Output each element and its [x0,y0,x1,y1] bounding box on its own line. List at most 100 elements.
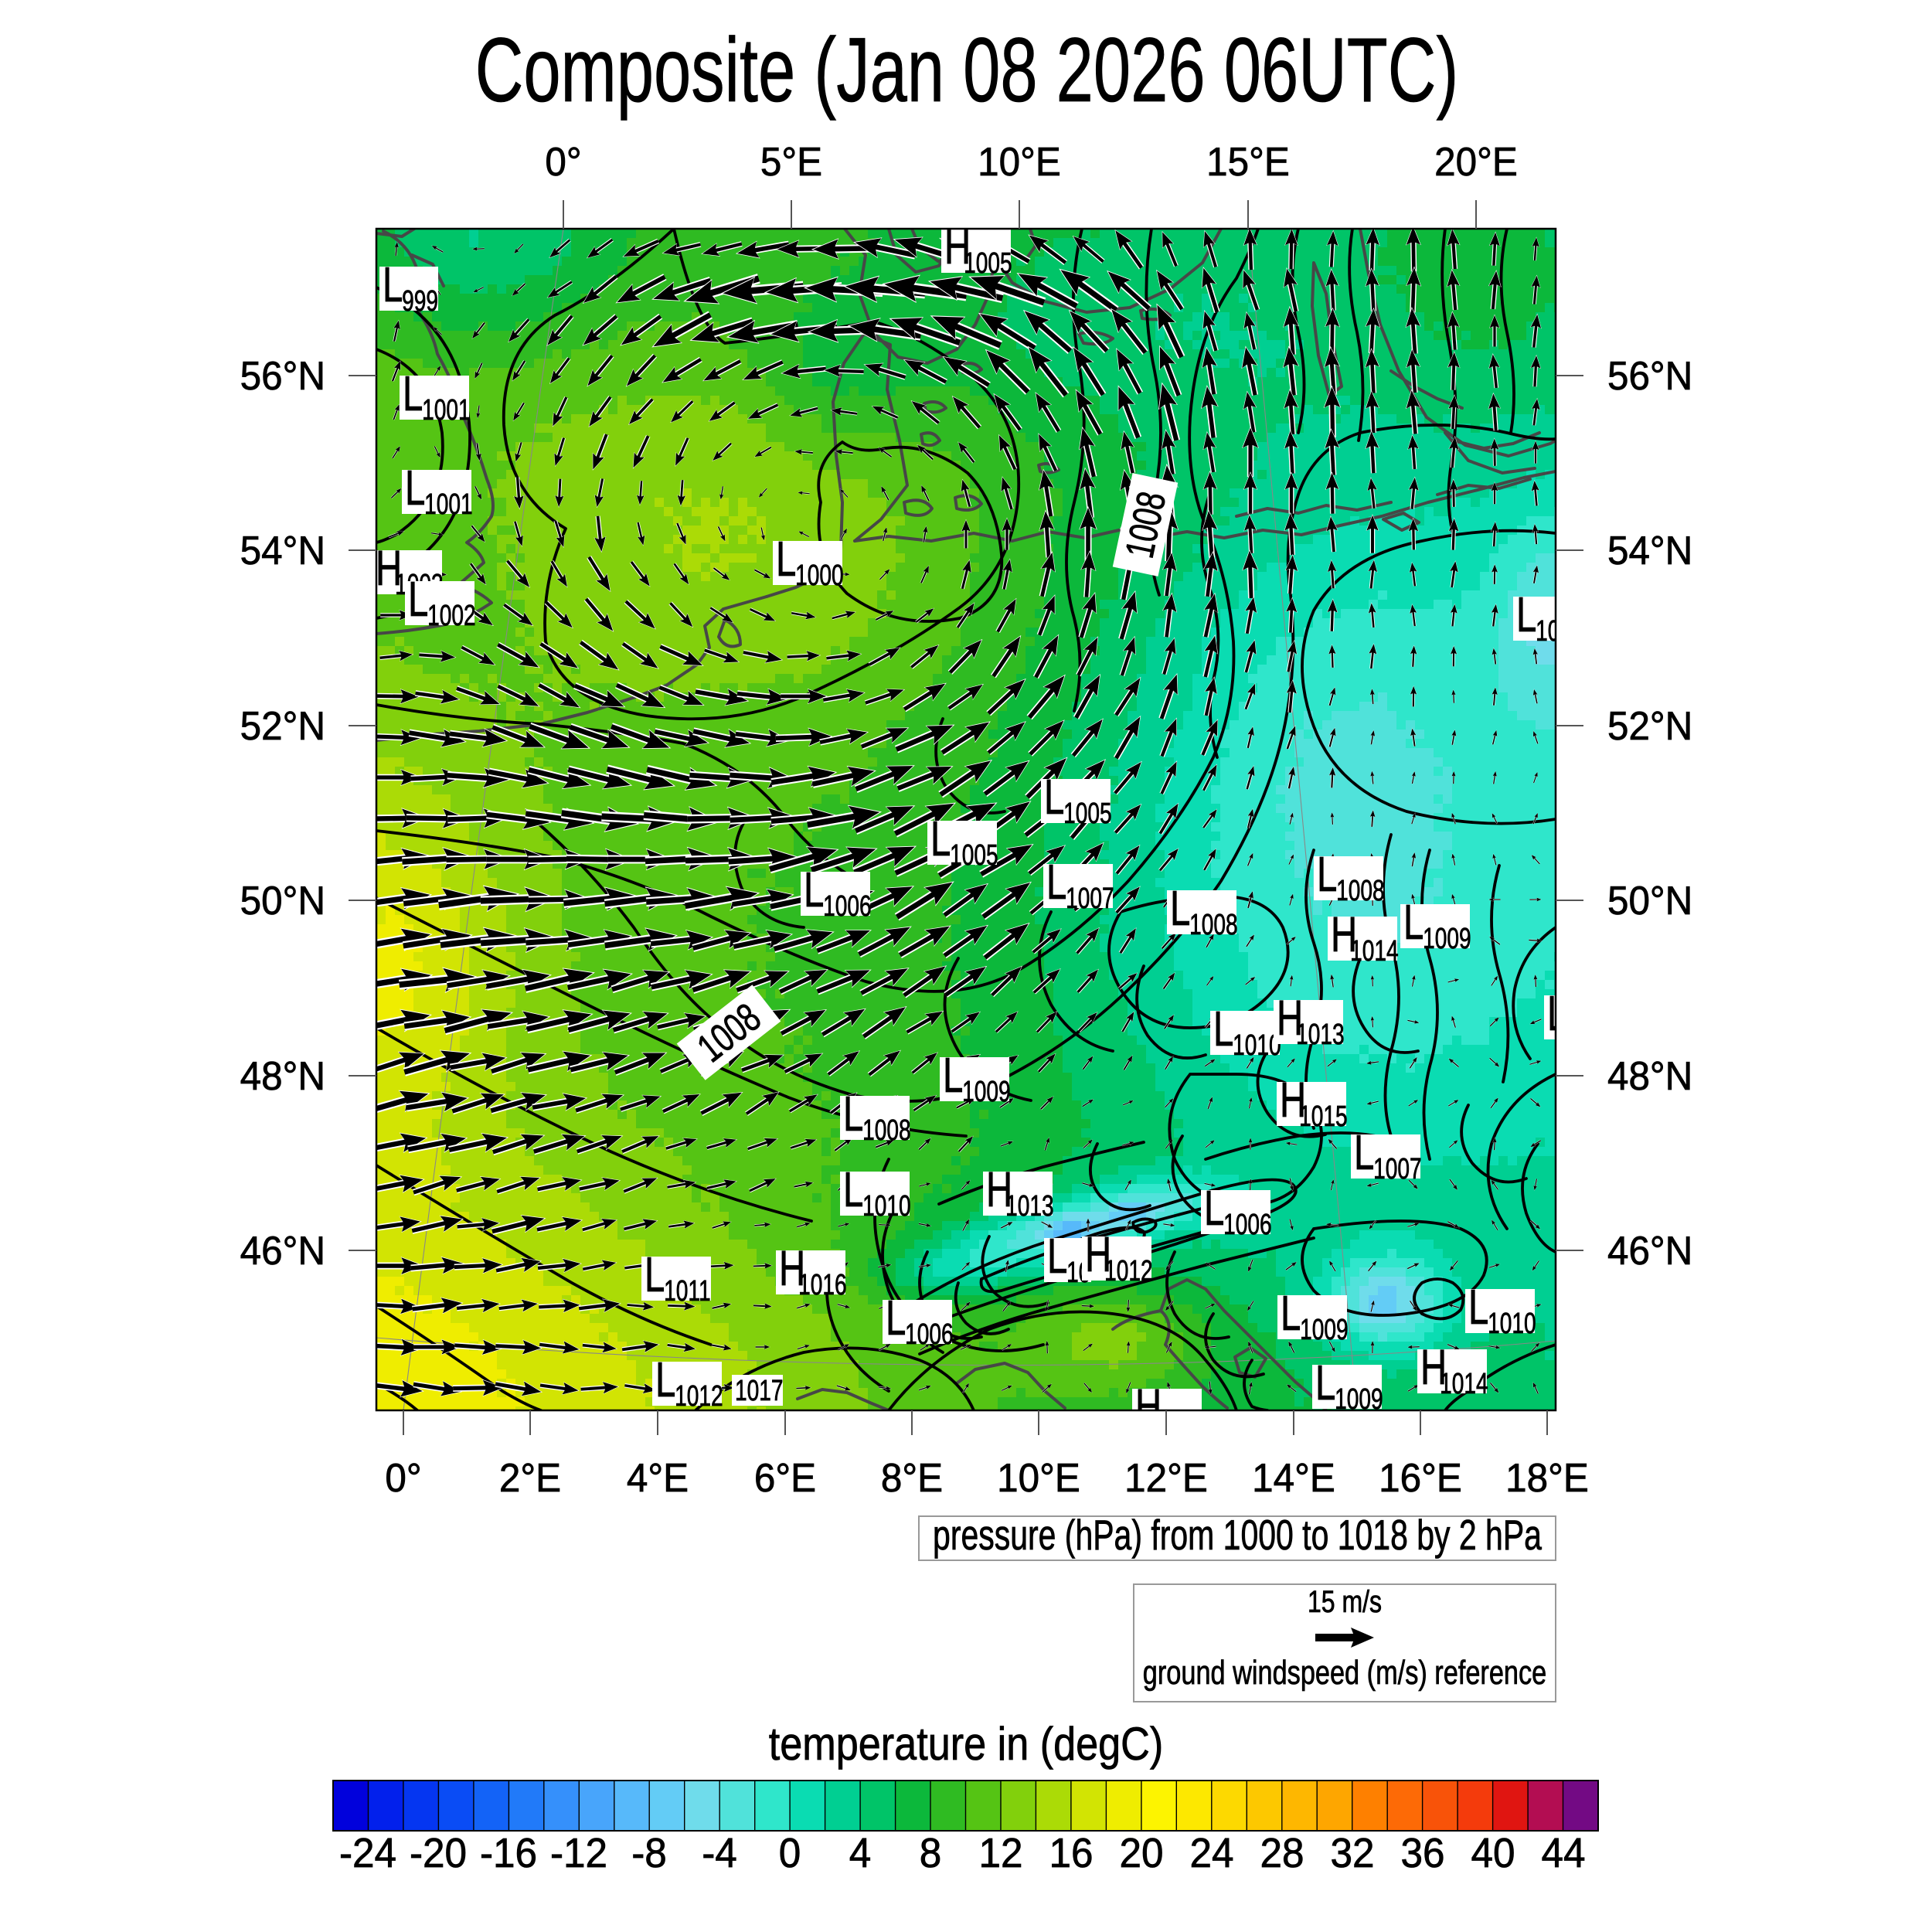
svg-text:H: H [376,540,402,596]
svg-text:1006: 1006 [1223,1209,1272,1241]
svg-text:pressure (hPa) from 1000 to 10: pressure (hPa) from 1000 to 1018 by 2 hP… [933,1512,1542,1559]
svg-text:1009: 1009 [962,1076,1011,1108]
svg-text:4°E: 4°E [627,1455,689,1500]
svg-text:20: 20 [1119,1830,1163,1876]
svg-text:4: 4 [849,1830,872,1876]
svg-text:H: H [1331,906,1357,962]
svg-text:L: L [383,257,403,312]
svg-text:36: 36 [1400,1830,1444,1876]
svg-text:1010: 1010 [1488,1308,1536,1340]
svg-text:1014: 1014 [1440,1368,1488,1400]
svg-text:L: L [804,862,824,917]
svg-text:12: 12 [978,1830,1022,1876]
svg-text:L: L [930,811,951,866]
svg-text:44: 44 [1541,1830,1585,1876]
svg-text:-4: -4 [702,1830,737,1876]
svg-text:1010: 1010 [1233,1029,1281,1062]
svg-text:-24: -24 [339,1830,396,1876]
svg-text:1016: 1016 [798,1269,847,1301]
svg-text:1013: 1013 [1005,1190,1054,1223]
svg-text:1015: 1015 [1299,1100,1348,1133]
svg-text:1009: 1009 [1300,1314,1349,1346]
svg-text:1001: 1001 [422,394,471,427]
svg-text:1005: 1005 [964,247,1012,280]
svg-text:L: L [1403,894,1423,950]
svg-text:L: L [943,1047,963,1103]
svg-text:52°N: 52°N [240,703,325,748]
svg-text:1000: 1000 [795,560,844,592]
svg-text:20°E: 20°E [1434,139,1518,184]
svg-text:1005: 1005 [950,839,998,872]
svg-text:12°E: 12°E [1124,1455,1208,1500]
svg-text:1013: 1013 [1296,1019,1345,1051]
svg-text:-20: -20 [410,1830,467,1876]
svg-text:L: L [1204,1180,1224,1236]
svg-text:16: 16 [1049,1830,1093,1876]
svg-text:1012: 1012 [1104,1255,1153,1287]
svg-text:H: H [1277,990,1303,1046]
svg-text:H: H [1280,1072,1306,1128]
svg-text:0°: 0° [545,139,581,184]
svg-text:28: 28 [1260,1830,1304,1876]
svg-text:L: L [843,1162,863,1217]
svg-text:14°E: 14°E [1252,1455,1335,1500]
svg-text:L: L [886,1290,906,1345]
svg-text:L: L [1317,846,1337,902]
svg-text:L: L [1044,769,1064,825]
svg-text:2°E: 2°E [499,1455,561,1500]
svg-text:1006: 1006 [905,1318,954,1351]
svg-text:1005: 1005 [1063,798,1112,830]
svg-text:10°E: 10°E [997,1455,1080,1500]
svg-text:L: L [1170,880,1190,936]
svg-text:L: L [843,1086,863,1141]
svg-text:L: L [1315,1355,1335,1410]
svg-text:L: L [408,571,428,627]
svg-text:H: H [779,1240,805,1296]
svg-text:L: L [645,1247,665,1302]
svg-text:L: L [776,531,796,587]
svg-text:L: L [1516,587,1536,642]
svg-text:L: L [1468,1279,1488,1335]
svg-text:H: H [944,219,971,274]
svg-text:16°E: 16°E [1379,1455,1462,1500]
svg-text:1011: 1011 [664,1275,710,1308]
svg-text:32: 32 [1330,1830,1374,1876]
svg-text:L: L [405,460,425,515]
svg-text:48°N: 48°N [240,1053,325,1098]
svg-text:L: L [1547,985,1567,1041]
svg-text:L: L [1213,1001,1233,1056]
svg-text:L: L [1354,1124,1374,1180]
svg-text:Composite (Jan 08 2026 06UTC): Composite (Jan 08 2026 06UTC) [475,19,1459,121]
svg-text:15°E: 15°E [1206,139,1290,184]
svg-text:56°N: 56°N [240,353,325,398]
svg-text:50°N: 50°N [1607,878,1692,923]
svg-text:1007: 1007 [1066,883,1114,915]
svg-text:46°N: 46°N [240,1228,325,1273]
svg-text:L: L [655,1352,675,1407]
svg-text:1008: 1008 [862,1114,911,1147]
svg-text:L: L [1281,1285,1301,1341]
svg-text:temperature in (degC): temperature in (degC) [769,1718,1163,1770]
svg-text:24: 24 [1189,1830,1233,1876]
svg-text:40: 40 [1471,1830,1515,1876]
svg-text:-16: -16 [480,1830,537,1876]
svg-text:1010: 1010 [862,1190,911,1223]
svg-text:1007: 1007 [1373,1153,1422,1185]
svg-text:-8: -8 [631,1830,667,1876]
svg-text:10: 10 [1536,615,1560,648]
svg-text:54°N: 54°N [1607,528,1692,573]
svg-text:46°N: 46°N [1607,1228,1692,1273]
svg-text:L: L [1047,1228,1067,1284]
svg-text:50°N: 50°N [240,878,325,923]
svg-text:L: L [403,366,423,421]
svg-text:ground windspeed (m/s) referen: ground windspeed (m/s) reference [1143,1654,1546,1692]
svg-text:1008: 1008 [1336,875,1385,907]
svg-text:8: 8 [920,1830,942,1876]
svg-text:8°E: 8°E [881,1455,943,1500]
svg-text:48°N: 48°N [1607,1053,1692,1098]
svg-text:-12: -12 [550,1830,607,1876]
svg-text:6°E: 6°E [754,1455,816,1500]
svg-text:0°: 0° [385,1455,421,1500]
svg-text:15 m/s: 15 m/s [1308,1584,1382,1619]
svg-text:1001: 1001 [424,488,473,521]
